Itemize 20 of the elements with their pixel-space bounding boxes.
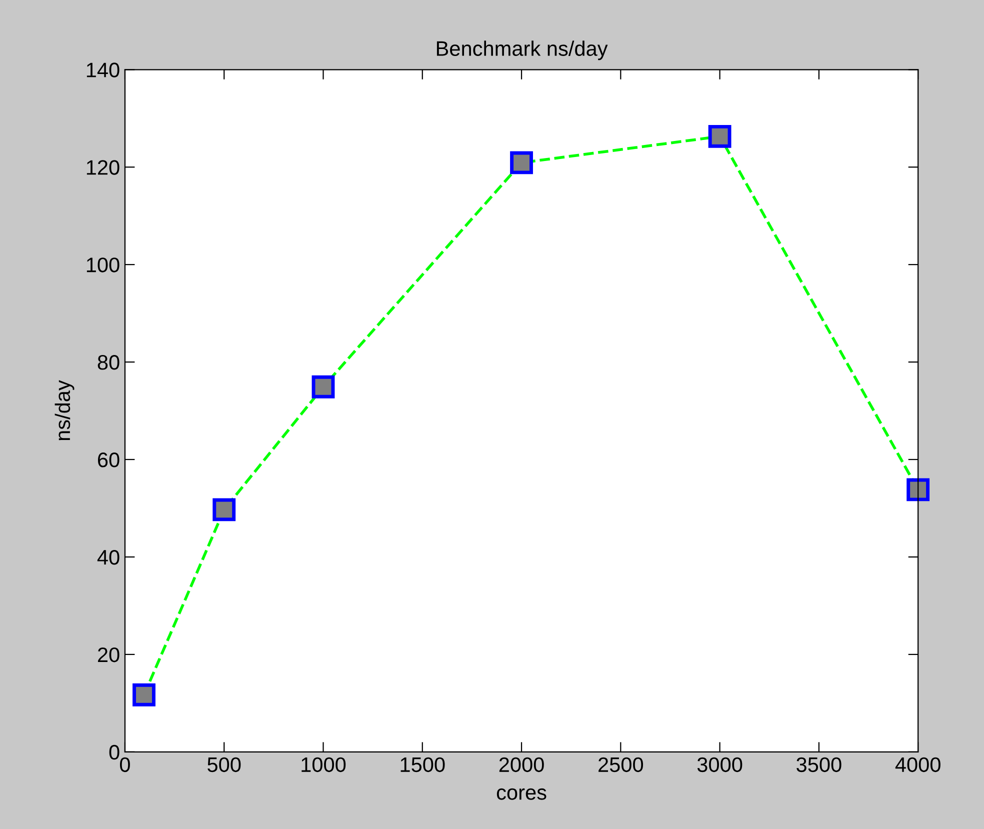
y-tick-label: 140: [86, 62, 120, 78]
y-tick-label: 20: [98, 647, 120, 662]
x-tick-label: 1500: [400, 757, 445, 772]
x-axis-title: cores: [496, 788, 546, 800]
x-tick-label: 1000: [302, 757, 346, 772]
x-tick-label: 500: [208, 757, 241, 772]
x-tick-label: 0: [120, 757, 130, 772]
y-tick-label: 80: [98, 355, 120, 370]
x-tick-label: 4000: [895, 757, 940, 772]
y-axis-title: ns/day: [54, 380, 74, 440]
x-tick-label: 2500: [598, 757, 644, 772]
chart-title: Benchmark ns/day: [436, 40, 608, 60]
y-tick-label: 40: [97, 550, 120, 565]
x-tick-label: 2000: [499, 757, 544, 772]
y-tick-label: 100: [86, 258, 120, 272]
y-tick-label: 120: [86, 160, 120, 175]
y-tick-label: 0: [109, 744, 120, 760]
y-tick-label: 60: [98, 452, 120, 468]
x-tick-label: 3000: [697, 757, 742, 772]
x-tick-label: 3500: [796, 757, 842, 772]
